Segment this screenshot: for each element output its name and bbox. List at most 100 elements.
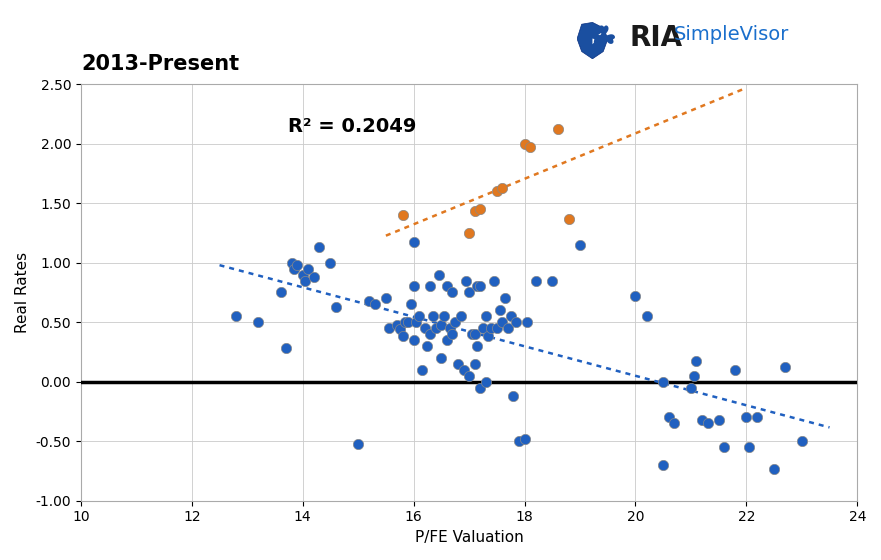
Point <box>396 332 410 341</box>
Point <box>751 413 765 422</box>
X-axis label: P/FE Valuation: P/FE Valuation <box>415 530 523 545</box>
Point <box>684 383 698 392</box>
Polygon shape <box>593 31 603 44</box>
Point <box>459 276 473 285</box>
Point <box>446 288 460 297</box>
Point <box>273 288 287 297</box>
Point <box>442 324 456 333</box>
Point <box>512 437 526 446</box>
Point <box>473 282 487 291</box>
Point <box>795 437 809 446</box>
Point <box>473 204 487 213</box>
Point <box>390 320 404 329</box>
Point <box>329 302 343 311</box>
Point <box>742 442 756 451</box>
Point <box>285 258 299 267</box>
Point <box>426 312 440 321</box>
Point <box>517 435 531 444</box>
Point <box>423 282 437 291</box>
Point <box>729 365 743 374</box>
Point <box>476 324 490 333</box>
Text: SimpleVisor: SimpleVisor <box>674 25 789 44</box>
Point <box>551 125 565 134</box>
Point <box>695 416 709 424</box>
Point <box>667 419 681 428</box>
Point <box>468 207 482 216</box>
Point <box>393 325 407 334</box>
Point <box>398 318 412 326</box>
Point <box>700 419 714 428</box>
Point <box>440 282 454 291</box>
Point <box>478 377 492 386</box>
Point <box>251 318 265 326</box>
Point <box>406 238 420 247</box>
Point <box>507 391 521 400</box>
Point <box>412 312 426 321</box>
Point <box>498 294 512 303</box>
Point <box>362 296 376 305</box>
Point <box>279 344 293 353</box>
Point <box>509 318 523 326</box>
Point <box>495 318 509 326</box>
Point <box>485 324 499 333</box>
Point <box>778 363 792 372</box>
Point <box>434 353 448 362</box>
Polygon shape <box>577 22 608 59</box>
Point <box>418 324 432 333</box>
Point <box>432 270 446 279</box>
Point <box>312 242 326 251</box>
Point <box>739 413 753 422</box>
Point <box>410 318 424 326</box>
Point <box>521 318 535 326</box>
Point <box>437 312 451 321</box>
Point <box>686 371 700 380</box>
Point <box>462 371 476 380</box>
Point <box>381 324 396 333</box>
Point <box>451 360 465 368</box>
Y-axis label: Real Rates: Real Rates <box>15 252 30 333</box>
Point <box>446 330 460 339</box>
Point <box>562 214 576 223</box>
Point <box>352 439 366 448</box>
Point <box>287 264 301 273</box>
Point <box>767 464 781 473</box>
Point <box>490 186 504 195</box>
Point <box>470 282 485 291</box>
Point <box>420 342 434 351</box>
Point <box>529 276 543 285</box>
Point <box>448 318 463 326</box>
Text: 2013-Present: 2013-Present <box>81 54 239 74</box>
Point <box>229 312 243 321</box>
Point <box>434 320 448 329</box>
Point <box>545 276 559 285</box>
Text: R² = 0.2049: R² = 0.2049 <box>288 118 417 137</box>
Point <box>523 143 537 152</box>
Point <box>367 300 381 309</box>
Point <box>396 211 410 220</box>
Point <box>573 240 587 249</box>
Point <box>462 228 476 237</box>
Point <box>403 300 418 309</box>
Text: ☘: ☘ <box>589 25 618 54</box>
Point <box>401 318 415 326</box>
Point <box>406 282 420 291</box>
Point <box>487 276 501 285</box>
Point <box>640 312 654 321</box>
Point <box>454 312 468 321</box>
Point <box>495 183 509 192</box>
Point <box>468 330 482 339</box>
Point <box>500 324 515 333</box>
Point <box>478 312 492 321</box>
Point <box>468 360 482 368</box>
Point <box>296 270 310 279</box>
Point <box>406 335 420 344</box>
Point <box>465 330 479 339</box>
Point <box>379 294 393 303</box>
Point <box>712 416 726 424</box>
Point <box>440 335 454 344</box>
Text: RIA: RIA <box>630 24 683 52</box>
Point <box>517 139 531 148</box>
Point <box>462 288 476 297</box>
Point <box>628 292 642 301</box>
Point <box>717 442 731 451</box>
